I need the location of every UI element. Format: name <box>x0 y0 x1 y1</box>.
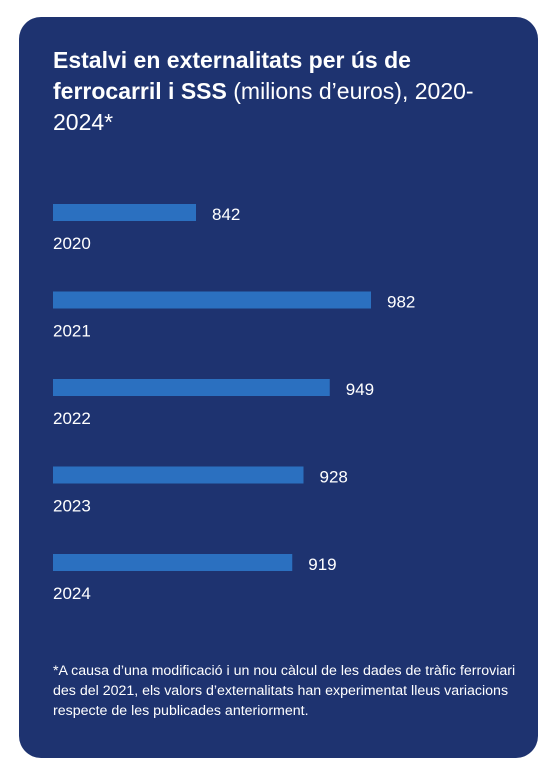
value-label-2023: 928 <box>320 468 348 487</box>
bar-2021 <box>53 291 371 309</box>
chart-card: Estalvi en externalitats per ús de ferro… <box>19 17 538 758</box>
category-label-2024: 2024 <box>53 584 91 603</box>
bar-2022 <box>53 379 330 396</box>
bar-2020 <box>53 204 196 221</box>
value-label-2021: 982 <box>387 293 415 312</box>
footnote: *A causa d’una modificació i un nou càlc… <box>53 663 516 719</box>
bar-2024 <box>53 554 293 571</box>
category-label-2021: 2021 <box>53 322 91 341</box>
category-label-2022: 2022 <box>53 409 91 428</box>
value-label-2024: 919 <box>308 555 336 574</box>
category-label-2023: 2023 <box>53 497 91 516</box>
bar-2023 <box>53 466 304 484</box>
chart-title-regular: (milions d’euros), 2020-2024* <box>53 78 474 135</box>
chart-title: Estalvi en externalitats per ús de ferro… <box>53 45 513 138</box>
value-label-2022: 949 <box>346 380 374 399</box>
category-label-2020: 2020 <box>53 234 91 253</box>
bar-chart: 842 2020 982 2021 949 2022 928 2023 919 2024 <box>53 204 415 603</box>
chart-title-bold: Estalvi en externalitats per ús de ferro… <box>53 47 411 104</box>
value-label-2020: 842 <box>212 205 240 224</box>
